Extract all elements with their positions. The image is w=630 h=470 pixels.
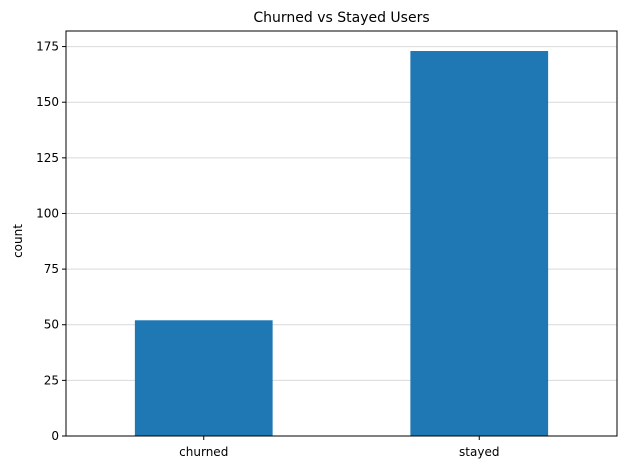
bars — [134, 51, 549, 437]
plot-frame — [65, 30, 618, 437]
y-tick-label-150: 150 — [36, 95, 59, 109]
y-tick-label-100: 100 — [36, 206, 59, 220]
x-axis-ticks: churned stayed — [179, 436, 499, 459]
y-tick-label-0: 0 — [51, 429, 59, 443]
x-tick-label-stayed: stayed — [459, 445, 499, 459]
y-tick-label-50: 50 — [44, 318, 59, 332]
y-tick-label-75: 75 — [44, 262, 59, 276]
y-axis-label: count — [11, 224, 25, 258]
bar-churned — [134, 320, 273, 436]
chart-title: Churned vs Stayed Users — [253, 10, 429, 26]
y-tick-label-175: 175 — [36, 40, 59, 54]
y-tick-label-125: 125 — [36, 151, 59, 165]
y-axis-ticks: 0 25 50 75 100 125 150 175 — [36, 40, 66, 443]
plot-area-border — [65, 30, 618, 437]
y-tick-label-25: 25 — [44, 373, 59, 387]
x-tick-label-churned: churned — [179, 445, 228, 459]
bar-stayed — [410, 51, 549, 437]
